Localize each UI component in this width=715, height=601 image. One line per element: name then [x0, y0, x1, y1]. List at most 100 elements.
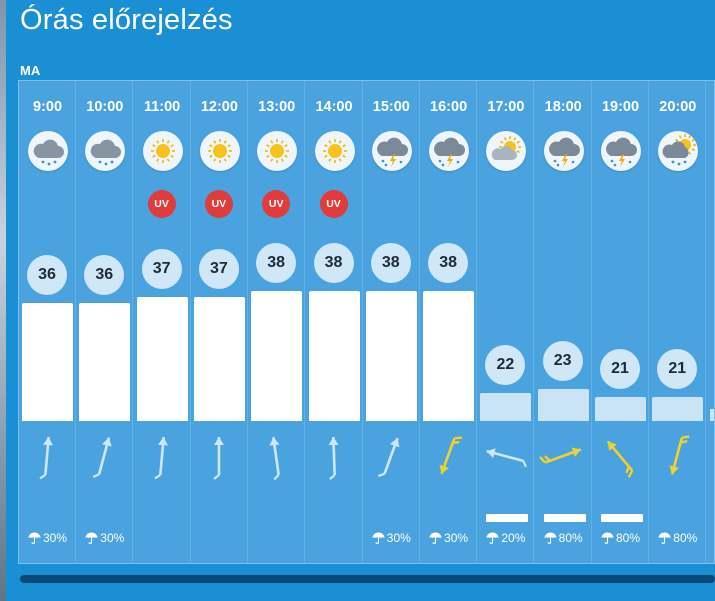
uv-badge[interactable]: UV — [204, 190, 233, 218]
temperature-value: 21 — [657, 349, 698, 389]
umbrella-icon — [486, 531, 501, 545]
sun-icon — [142, 131, 183, 171]
hourly-forecast-grid[interactable]: 9:00 36 30% 10:00 36 30% 11:00 UV 37 12:00 UV 37… — [18, 80, 715, 564]
wind-direction-icon — [657, 431, 697, 481]
sun-icon — [257, 131, 298, 171]
precipitation-value: 30% — [42, 531, 68, 545]
wind-direction-icon — [428, 431, 468, 481]
temperature-value: 36 — [27, 255, 67, 295]
temperature-value: 21 — [600, 349, 640, 389]
temperature-value: 37 — [141, 249, 182, 289]
temperature-bar — [537, 389, 589, 421]
hour-time: 9:00 — [32, 99, 63, 115]
uv-badge[interactable]: UV — [319, 190, 348, 218]
thunder-icon — [371, 131, 412, 171]
sun-thunder-icon — [658, 131, 699, 171]
rain-icon — [85, 131, 126, 171]
wind-direction-icon — [314, 431, 354, 481]
hour-time: 19:00 — [601, 99, 640, 115]
hour-column[interactable]: 10:00 36 30% — [76, 81, 134, 563]
partly-cloudy-icon — [486, 131, 527, 171]
precipitation-chance: 80% — [649, 531, 706, 545]
temperature-value: 38 — [313, 243, 354, 283]
horizontal-scrollbar[interactable] — [20, 575, 715, 583]
precipitation-value: 30% — [100, 531, 125, 545]
hour-time: 17:00 — [487, 99, 525, 115]
sun-icon — [199, 131, 240, 171]
hour-column[interactable]: 18:00 23 80% — [535, 81, 592, 563]
hour-column[interactable]: 20:00 21 80% — [649, 81, 707, 563]
wind-direction-icon — [199, 431, 239, 481]
sun-icon — [314, 131, 355, 171]
umbrella-icon — [372, 531, 387, 545]
page-title: Órás előrejelzés — [20, 4, 233, 36]
hour-column[interactable]: 13:00 UV 38 — [248, 81, 306, 563]
precipitation-chance: 30% — [76, 531, 133, 545]
hour-time: 14:00 — [315, 99, 353, 115]
temperature-bar — [79, 303, 131, 421]
temperature-bar — [308, 291, 360, 421]
temperature-bar — [709, 409, 714, 421]
hour-column[interactable]: 17:00 22 20% — [477, 81, 535, 563]
uv-badge[interactable]: UV — [262, 190, 291, 218]
temperature-bar — [423, 291, 475, 421]
hour-time: 12:00 — [200, 99, 238, 115]
temperature-value: 38 — [370, 243, 411, 283]
hour-column[interactable]: 14:00 UV 38 — [306, 81, 363, 563]
hour-time: 10:00 — [86, 99, 124, 115]
precipitation-chance: 30% — [363, 531, 420, 545]
rain-icon — [28, 131, 68, 171]
wind-direction-icon — [485, 431, 528, 481]
umbrella-icon — [85, 531, 100, 545]
wind-direction-icon — [538, 431, 583, 481]
hour-time: 15:00 — [372, 99, 410, 115]
temperature-value: 22 — [485, 345, 526, 385]
wind-direction-icon — [27, 431, 67, 481]
temperature-value: 23 — [542, 341, 583, 381]
precipitation-chance: 80% — [592, 531, 649, 545]
thunder-icon — [601, 131, 641, 171]
wind-direction-icon — [600, 431, 640, 481]
hour-column[interactable]: 12:00 UV 37 — [191, 81, 248, 563]
wind-direction-icon — [142, 431, 182, 481]
temperature-bar — [595, 397, 646, 421]
precipitation-value: 80% — [615, 531, 641, 545]
temperature-value: 38 — [256, 243, 297, 283]
umbrella-icon — [658, 531, 673, 545]
temperature-value: 38 — [428, 243, 469, 283]
precipitation-bar — [543, 514, 586, 522]
hour-time: 11:00 — [143, 99, 181, 115]
precipitation-value: 80% — [673, 531, 698, 545]
hour-column[interactable]: 19:00 21 80% — [592, 81, 649, 563]
hour-column[interactable]: 11:00 UV 37 — [134, 81, 191, 563]
temperature-bar — [365, 291, 417, 421]
umbrella-icon — [429, 531, 444, 545]
thunder-icon — [429, 131, 470, 171]
precipitation-bar — [486, 514, 529, 522]
hour-column[interactable]: 9:00 36 30% — [19, 81, 76, 563]
precipitation-chance: 30% — [420, 531, 477, 545]
hour-column[interactable]: 16:00 38 30% — [420, 81, 478, 563]
wind-direction-icon — [84, 431, 124, 481]
hour-time: 13:00 — [258, 99, 296, 115]
umbrella-icon — [28, 531, 43, 545]
umbrella-icon — [544, 531, 559, 545]
uv-badge[interactable]: UV — [147, 190, 176, 218]
precipitation-bar — [601, 514, 643, 522]
next-hour-column-partial[interactable] — [707, 81, 714, 563]
hour-time: 16:00 — [430, 99, 468, 115]
hour-column[interactable]: 15:00 38 30% — [363, 81, 420, 563]
umbrella-icon — [601, 531, 616, 545]
temperature-value: 36 — [84, 255, 125, 295]
temperature-bar — [251, 291, 303, 421]
hour-time: 18:00 — [544, 99, 582, 115]
precipitation-value: 20% — [501, 531, 526, 545]
temperature-bar — [136, 297, 188, 421]
temperature-value: 37 — [198, 249, 239, 289]
wind-direction-icon — [256, 431, 296, 481]
wind-direction-icon — [371, 431, 411, 481]
thunder-icon — [543, 131, 584, 171]
precipitation-value: 30% — [386, 531, 411, 545]
precipitation-chance: 30% — [19, 531, 76, 545]
precipitation-value: 80% — [558, 531, 583, 545]
